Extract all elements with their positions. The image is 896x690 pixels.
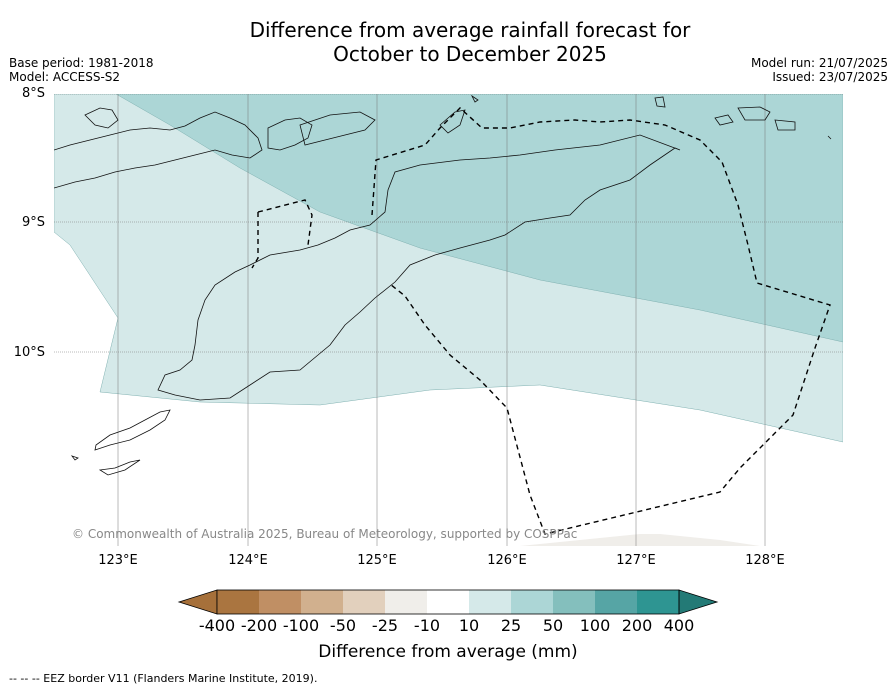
region-minus25-to-minus10: [520, 534, 760, 546]
lat-label-10s: 10°S: [13, 345, 45, 360]
colorbar-swatch: [511, 590, 553, 614]
colorbar-border: [216, 589, 680, 615]
region-25-to-50: [115, 94, 843, 343]
lon-label-123e: 123°E: [98, 553, 138, 568]
colorbar-label: -25: [371, 616, 399, 635]
colorbar-swatch: [217, 590, 259, 614]
colorbar-label: 100: [579, 616, 611, 635]
lat-label-8s: 8°S: [21, 86, 45, 101]
copyright-notice: © Commonwealth of Australia 2025, Bureau…: [72, 527, 578, 541]
colorbar-label: 50: [542, 616, 564, 635]
colorbar-label: -50: [329, 616, 357, 635]
colorbar-swatch: [595, 590, 637, 614]
colorbar-label: 400: [663, 616, 695, 635]
alor-coast: [54, 111, 263, 189]
lon-label-128e: 128°E: [745, 553, 785, 568]
colorbar-arrow-left: [177, 589, 218, 615]
lat-label-9s: 9°S: [21, 215, 45, 230]
colorbar-label: 200: [621, 616, 653, 635]
base-period: Base period: 1981-2018: [9, 56, 154, 70]
issued-date: Issued: 23/07/2025: [772, 70, 888, 84]
timor-coast: [157, 134, 681, 401]
colorbar-label: 10: [458, 616, 480, 635]
colorbar-label: -200: [240, 616, 278, 635]
colorbar-swatch: [427, 590, 469, 614]
meta-left: Base period: 1981-2018 Model: ACCESS-S2: [9, 56, 154, 84]
title-line-2: October to December 2025: [333, 42, 607, 66]
lon-label-124e: 124°E: [228, 553, 268, 568]
colorbar-arrow-right: [678, 589, 719, 615]
eez-border: [251, 107, 831, 535]
lon-label-125e: 125°E: [357, 553, 397, 568]
model-run: Model run: 21/07/2025: [750, 56, 888, 70]
colorbar-swatch: [637, 590, 679, 614]
eez-footnote: -- -- -- EEZ border V11 (Flanders Marine…: [9, 672, 318, 685]
colorbar-swatch: [469, 590, 511, 614]
colorbar-label: -10: [413, 616, 441, 635]
lon-label-127e: 127°E: [616, 553, 656, 568]
coastlines: [54, 94, 832, 476]
lon-label-126e: 126°E: [487, 553, 527, 568]
colorbar-swatch: [259, 590, 301, 614]
model-name: Model: ACCESS-S2: [9, 70, 121, 84]
meta-right: Model run: 21/07/2025 Issued: 23/07/2025: [751, 56, 888, 84]
title-line-1: Difference from average rainfall forecas…: [249, 18, 691, 42]
rote-coast: [94, 409, 171, 451]
colorbar-swatch: [553, 590, 595, 614]
colorbar-swatch: [343, 590, 385, 614]
colorbar-label: -100: [282, 616, 320, 635]
colorbar-label: -400: [198, 616, 236, 635]
map-title: Difference from average rainfall forecas…: [0, 18, 896, 66]
colorbar-title: Difference from average (mm): [318, 642, 578, 662]
colorbar-swatch: [385, 590, 427, 614]
colorbar-label: 25: [500, 616, 522, 635]
colorbar-swatch: [301, 590, 343, 614]
